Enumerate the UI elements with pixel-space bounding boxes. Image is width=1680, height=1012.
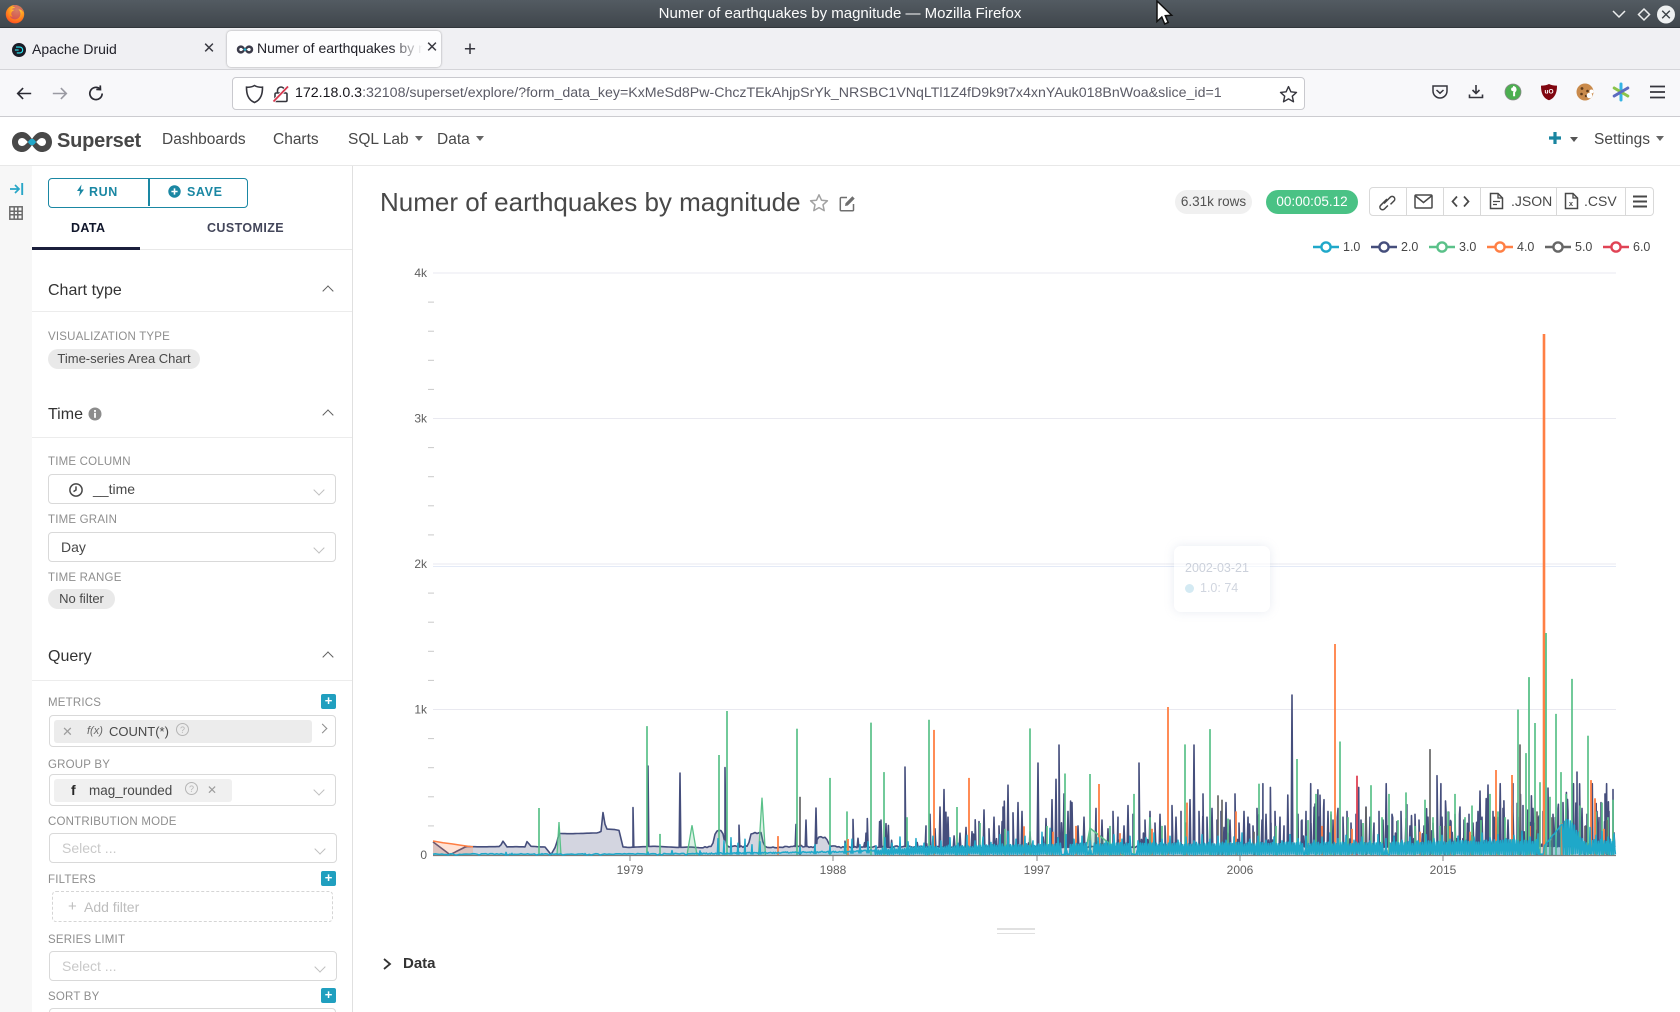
svg-text:0: 0 xyxy=(420,848,427,862)
svg-text:1997: 1997 xyxy=(1024,863,1051,877)
svg-text:2015: 2015 xyxy=(1430,863,1457,877)
svg-text:1979: 1979 xyxy=(617,863,644,877)
svg-text:1988: 1988 xyxy=(820,863,847,877)
svg-text:1k: 1k xyxy=(414,703,428,717)
svg-text:4k: 4k xyxy=(414,266,428,280)
svg-text:uO: uO xyxy=(1544,89,1553,96)
svg-text:3k: 3k xyxy=(414,412,428,426)
svg-text:x: x xyxy=(1569,199,1574,208)
svg-text:2k: 2k xyxy=(414,557,428,571)
svg-text:2006: 2006 xyxy=(1227,863,1254,877)
